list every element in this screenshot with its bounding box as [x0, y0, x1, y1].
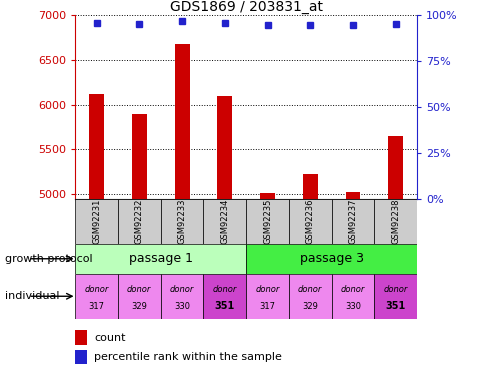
Bar: [302, 174, 317, 199]
Bar: [288, 199, 331, 244]
Bar: [374, 199, 416, 244]
Bar: [118, 199, 160, 244]
Text: 329: 329: [302, 302, 318, 310]
Bar: [174, 44, 189, 199]
Bar: [160, 274, 203, 319]
Bar: [75, 199, 118, 244]
Bar: [203, 274, 245, 319]
Text: 351: 351: [385, 301, 405, 311]
Text: donor: donor: [169, 285, 194, 294]
Bar: [75, 350, 87, 364]
Text: donor: donor: [340, 285, 364, 294]
Text: GSM92236: GSM92236: [305, 198, 314, 244]
Bar: [259, 194, 274, 199]
Bar: [89, 94, 104, 199]
Text: 330: 330: [344, 302, 360, 310]
Bar: [75, 330, 87, 345]
Text: passage 3: passage 3: [299, 252, 363, 265]
Text: donor: donor: [298, 285, 322, 294]
Text: GSM92235: GSM92235: [262, 199, 272, 244]
Bar: [288, 274, 331, 319]
Text: individual: individual: [5, 291, 59, 301]
Text: 317: 317: [259, 302, 275, 310]
Text: 351: 351: [214, 301, 234, 311]
Text: GSM92238: GSM92238: [391, 198, 399, 244]
Text: GSM92237: GSM92237: [348, 198, 357, 244]
Text: GSM92234: GSM92234: [220, 199, 229, 244]
Text: count: count: [94, 333, 125, 343]
Text: passage 1: passage 1: [128, 252, 192, 265]
Text: percentile rank within the sample: percentile rank within the sample: [94, 352, 281, 362]
Text: GSM92233: GSM92233: [177, 198, 186, 244]
Text: GSM92232: GSM92232: [135, 199, 143, 244]
Text: GSM92231: GSM92231: [92, 199, 101, 244]
Text: donor: donor: [383, 285, 407, 294]
Text: donor: donor: [255, 285, 279, 294]
Bar: [331, 274, 374, 319]
Bar: [203, 199, 245, 244]
Title: GDS1869 / 203831_at: GDS1869 / 203831_at: [169, 0, 322, 14]
Bar: [75, 244, 245, 274]
Text: 329: 329: [131, 302, 147, 310]
Bar: [132, 114, 147, 199]
Text: donor: donor: [127, 285, 151, 294]
Text: 330: 330: [174, 302, 190, 310]
Bar: [217, 96, 232, 199]
Text: donor: donor: [84, 285, 108, 294]
Bar: [245, 199, 288, 244]
Bar: [245, 244, 416, 274]
Text: growth protocol: growth protocol: [5, 254, 92, 264]
Bar: [160, 199, 203, 244]
Bar: [75, 274, 118, 319]
Text: donor: donor: [212, 285, 237, 294]
Text: 317: 317: [89, 302, 105, 310]
Bar: [245, 274, 288, 319]
Bar: [388, 136, 402, 199]
Bar: [374, 274, 416, 319]
Bar: [331, 199, 374, 244]
Bar: [118, 274, 160, 319]
Bar: [345, 192, 360, 199]
